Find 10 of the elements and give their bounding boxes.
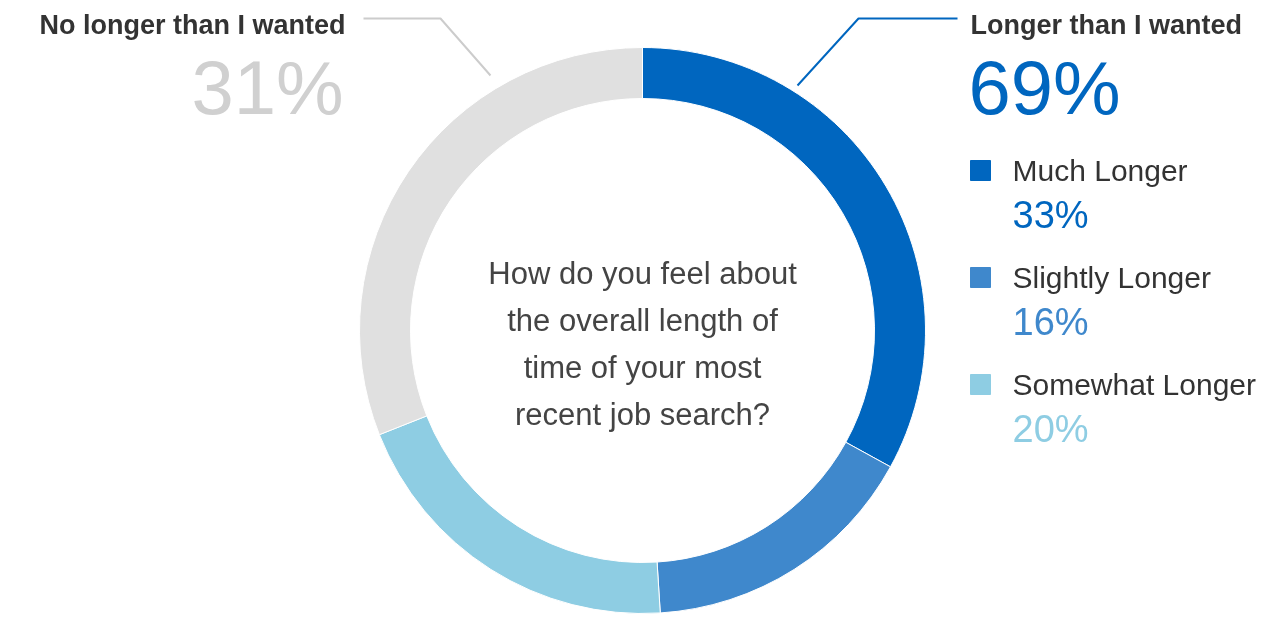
data-label: 33% — [1012, 193, 1089, 236]
data-label: 16% — [1012, 300, 1089, 343]
slice-label: No longer than I wanted — [39, 9, 346, 40]
text: Longer than I wanted — [970, 9, 1243, 40]
text: 69% — [968, 45, 1121, 130]
legend-label: Slightly Longer — [1012, 261, 1211, 294]
legend-label: Much Longer — [1012, 154, 1188, 187]
text: How do you feel about the overall length of time of your most recent job search? — [488, 256, 798, 432]
legend-label: Somewhat Longer — [1012, 368, 1256, 401]
data-label: 20% — [1012, 407, 1089, 450]
